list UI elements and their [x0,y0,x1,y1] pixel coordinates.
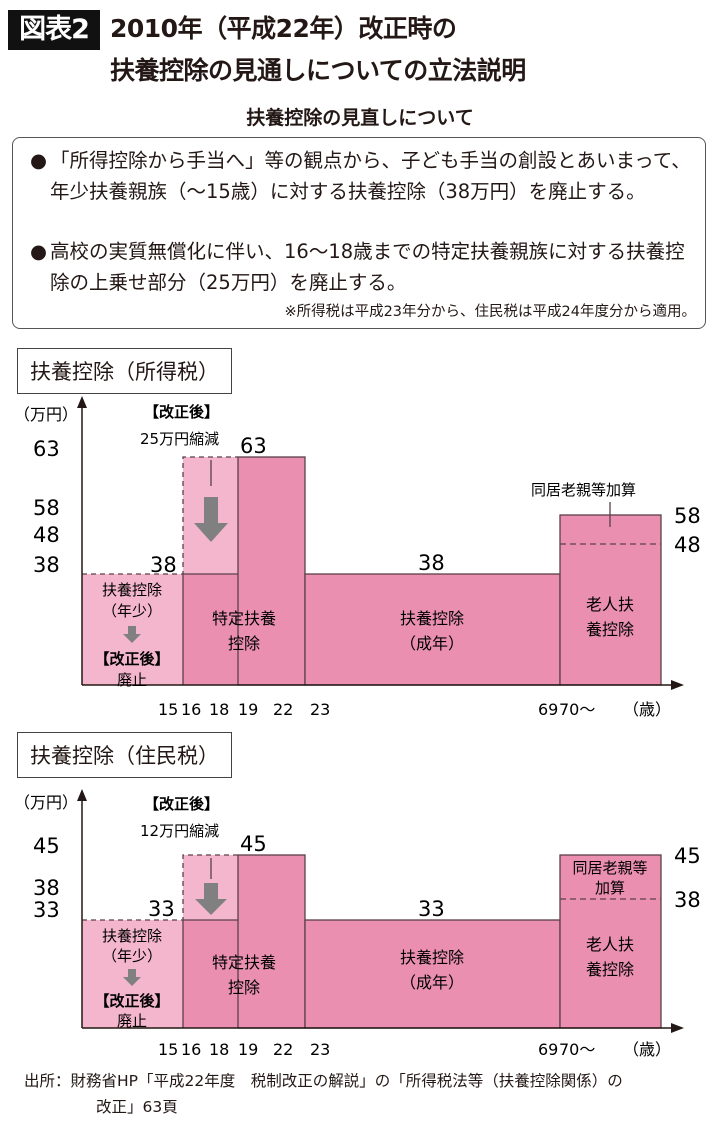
svg-text:23: 23 [310,1040,330,1059]
svg-text:（成年）: （成年） [400,973,464,992]
chart2-resident-tax: （万円） 45 38 33 33 45 33 45 38 【改正後】 12万円縮… [14,789,701,1059]
bullet-icon: ● [30,240,48,263]
svg-text:19: 19 [238,700,258,719]
svg-text:45: 45 [674,844,701,868]
bar-adult [304,573,561,686]
svg-text:（万円）: （万円） [14,405,78,424]
svg-text:扶養控除: 扶養控除 [400,948,464,967]
svg-text:33: 33 [418,897,445,921]
svg-text:養控除: 養控除 [586,960,634,979]
bar-specific-remaining [183,920,238,1028]
svg-text:38: 38 [418,551,445,575]
page-title-line2: 扶養控除の見通しについての立法説明 [110,56,526,85]
svg-text:70～: 70～ [559,1040,595,1059]
svg-text:58: 58 [674,504,701,528]
svg-text:控除: 控除 [228,978,260,997]
svg-text:廃止: 廃止 [117,1012,147,1030]
source-line-1: 出所：財務省HP「平成22年度 税制改正の解説」の「所得税法等（扶養控除関係）の [24,1072,623,1090]
bar-adult [304,919,561,1029]
svg-text:老人扶: 老人扶 [586,595,634,614]
notes-box [12,137,706,329]
down-arrow-icon [194,497,228,542]
note-text-1: 「所得控除から手当へ」等の観点から、子ども手当の創設とあいまって、年少扶養親族（… [50,149,691,203]
svg-text:33: 33 [33,898,60,922]
svg-text:33: 33 [148,897,175,921]
svg-text:特定扶養: 特定扶養 [212,953,276,972]
svg-text:【改正後】: 【改正後】 [144,403,219,421]
svg-text:25万円縮減: 25万円縮減 [140,430,219,448]
note-bullet-1: ● 「所得控除から手当へ」等の観点から、子ども手当の創設とあいまって、年少扶養親… [30,146,702,207]
bar-elderly [559,514,662,686]
svg-text:同居老親等: 同居老親等 [572,859,647,877]
svg-text:38: 38 [33,876,60,900]
page-title-line1: 2010年（平成22年）改正時の [110,14,457,43]
svg-text:【改正後】: 【改正後】 [94,650,169,668]
bar-specific [237,854,306,1029]
svg-text:69: 69 [538,1040,558,1059]
bar-specific [237,456,306,686]
bullet-icon: ● [30,149,48,172]
svg-text:同居老親等加算: 同居老親等加算 [531,481,636,499]
svg-text:（万円）: （万円） [14,793,78,812]
down-arrow-icon [123,626,141,643]
svg-text:69: 69 [538,700,558,719]
svg-text:扶養控除: 扶養控除 [102,581,162,599]
svg-text:38: 38 [674,888,701,912]
svg-text:45: 45 [33,834,60,858]
svg-text:【改正後】: 【改正後】 [144,795,219,813]
svg-text:63: 63 [33,437,60,461]
svg-text:扶養控除: 扶養控除 [102,927,162,945]
svg-text:38: 38 [150,553,177,577]
svg-text:15: 15 [158,700,178,719]
figure-label: 図表2 [8,10,100,50]
svg-text:（年少）: （年少） [102,602,162,620]
svg-text:70～: 70～ [559,700,595,719]
svg-text:老人扶: 老人扶 [586,935,634,954]
svg-text:（成年）: （成年） [400,634,464,653]
svg-text:63: 63 [240,434,267,458]
down-arrow-icon [123,969,141,986]
svg-text:控除: 控除 [228,634,260,653]
svg-text:16: 16 [181,700,201,719]
svg-text:23: 23 [310,700,330,719]
notes-subtitle: 扶養控除の見直しについて [246,107,474,129]
svg-text:58: 58 [33,496,60,520]
chart1-income-tax: （万円） 63 58 48 38 38 63 38 58 48 【改正後】 25… [14,396,701,719]
svg-text:22: 22 [273,1040,293,1059]
svg-text:【改正後】: 【改正後】 [94,992,169,1010]
down-arrow-icon [195,883,227,915]
chart1-title: 扶養控除（所得税） [17,348,232,394]
svg-text:15: 15 [158,1040,178,1059]
svg-text:18: 18 [209,1040,229,1059]
note-bullet-2: ● 高校の実質無償化に伴い、16～18歳までの特定扶養親族に対する扶養控除の上乗… [30,237,702,298]
svg-text:45: 45 [240,832,267,856]
application-footnote: ※所得税は平成23年分から、住民税は平成24年度分から適用。 [284,304,696,320]
svg-text:加算: 加算 [595,879,625,897]
svg-text:12万円縮減: 12万円縮減 [140,822,219,840]
svg-text:特定扶養: 特定扶養 [212,609,276,628]
source-line-2: 改正」63頁 [96,1098,178,1116]
svg-text:養控除: 養控除 [586,620,634,639]
svg-text:38: 38 [33,553,60,577]
svg-text:19: 19 [238,1040,258,1059]
svg-text:（年少）: （年少） [102,947,162,965]
svg-text:（歳）: （歳） [623,700,671,719]
svg-text:（歳）: （歳） [623,1040,671,1059]
svg-text:18: 18 [209,700,229,719]
svg-text:48: 48 [674,533,701,557]
chart2-title: 扶養控除（住民税） [17,732,232,778]
svg-text:廃止: 廃止 [117,671,147,689]
bar-elderly [559,854,662,1029]
svg-text:扶養控除: 扶養控除 [400,609,464,628]
bar-specific-remaining [183,574,238,685]
note-text-2: 高校の実質無償化に伴い、16～18歳までの特定扶養親族に対する扶養控除の上乗せ部… [50,240,685,294]
svg-text:16: 16 [181,1040,201,1059]
source-note: 出所：財務省HP「平成22年度 税制改正の解説」の「所得税法等（扶養控除関係）の… [24,1068,704,1120]
svg-text:48: 48 [33,523,60,547]
svg-text:22: 22 [273,700,293,719]
